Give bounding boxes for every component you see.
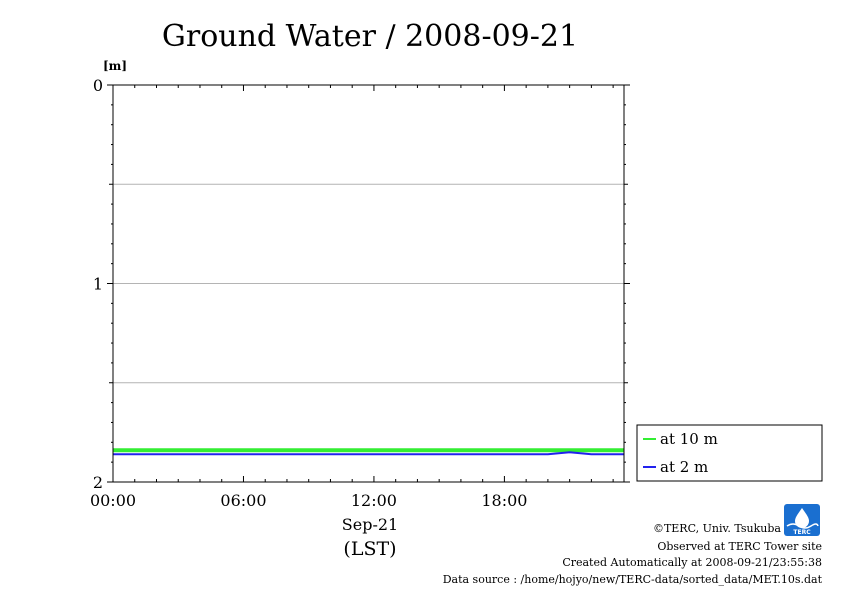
x-date-label: Sep-21	[342, 515, 398, 534]
legend: at 10 m at 2 m	[636, 424, 823, 482]
legend-label-at-10m: at 10 m	[660, 430, 718, 448]
x-tick-label-3: 18:00	[481, 491, 527, 510]
y-tick-label-1: 1	[93, 275, 103, 294]
x-tick-label-1: 06:00	[220, 491, 266, 510]
credit-observed: Observed at TERC Tower site	[657, 540, 822, 553]
terc-logo: TERC	[784, 504, 820, 536]
credit-source: Data source : /home/hojyo/new/TERC-data/…	[443, 573, 823, 586]
y-unit-label: [m]	[103, 59, 127, 73]
x-tick-label-2: 12:00	[351, 491, 397, 510]
y-tick-label-0: 0	[93, 76, 103, 95]
x-axis: 00:00 06:00 12:00 18:00	[90, 85, 614, 510]
water-drop-icon	[795, 508, 809, 528]
grid-lines	[113, 183, 624, 384]
series-lines	[113, 448, 624, 456]
series-line-at-2m	[113, 451, 624, 456]
legend-label-at-2m: at 2 m	[660, 458, 708, 476]
chart-title: Ground Water / 2008-09-21	[162, 19, 578, 54]
credit-copyright: ©TERC, Univ. Tsukuba	[653, 522, 781, 535]
y-axis: 0 1 2	[93, 76, 630, 492]
x-timezone-label: (LST)	[343, 538, 396, 560]
terc-logo-text: TERC	[793, 529, 811, 536]
y-tick-label-2: 2	[93, 473, 103, 492]
credit-created: Created Automatically at 2008-09-21/23:5…	[562, 556, 822, 569]
x-tick-label-0: 00:00	[90, 491, 136, 510]
legend-box	[636, 424, 823, 482]
wave-icon	[786, 523, 819, 529]
